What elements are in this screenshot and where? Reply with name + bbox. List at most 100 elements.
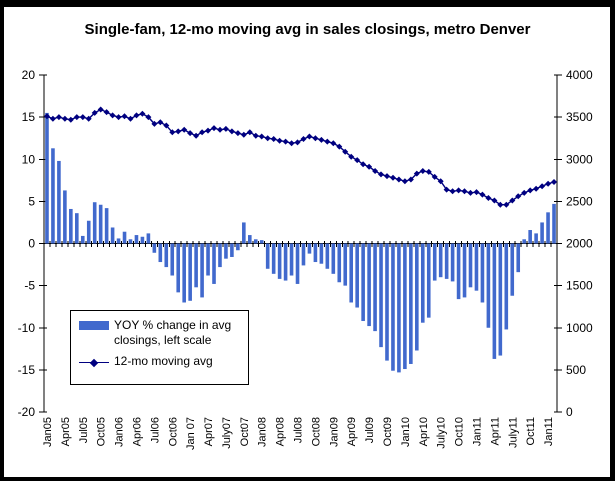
yoy-bar (289, 243, 294, 276)
yoy-bar (140, 236, 145, 244)
x-axis-tick-label: Jan08 (257, 417, 269, 447)
yoy-bar (397, 243, 401, 373)
diamond-marker (270, 136, 277, 142)
diamond-marker (199, 129, 206, 136)
diamond-marker (288, 140, 295, 147)
yoy-bar (104, 208, 109, 244)
diamond-marker (312, 135, 319, 142)
diamond-marker (419, 168, 426, 174)
yoy-bar (182, 243, 186, 303)
yoy-bar (80, 235, 85, 244)
yoy-bar (307, 243, 312, 254)
yoy-bar (498, 243, 503, 356)
yoy-bar (224, 243, 228, 259)
yoy-bar (325, 243, 330, 269)
yoy-bar (57, 160, 61, 244)
diamond-marker (336, 143, 343, 150)
diamond-marker (234, 130, 241, 137)
yoy-bar (510, 243, 515, 296)
diamond-marker (539, 183, 546, 190)
diamond-marker (73, 114, 80, 121)
yoy-bar (194, 243, 198, 288)
yoy-bar (409, 243, 413, 364)
legend-row-line: 12-mo moving avg (79, 354, 244, 369)
diamond-marker (300, 136, 307, 142)
left-axis-tick-label: -10 (18, 321, 36, 335)
yoy-bar (450, 243, 455, 282)
diamond-marker (372, 168, 379, 174)
diamond-marker (217, 126, 223, 133)
right-axis-tick-label: 3000 (566, 152, 593, 166)
yoy-bar (504, 243, 509, 330)
x-axis-tick-label: Oct07 (239, 417, 251, 446)
yoy-bar (486, 243, 491, 328)
x-axis-tick-label: Apr06 (132, 417, 144, 446)
legend-bar-label: YOY % change in avg closings, left scale (114, 318, 232, 347)
diamond-marker (175, 128, 182, 135)
yoy-bar (265, 243, 270, 269)
diamond-marker (44, 113, 50, 120)
yoy-bar (128, 239, 133, 244)
x-axis-tick-label: Oct09 (382, 417, 394, 446)
yoy-bar (331, 243, 336, 274)
x-axis-tick-label: Apr10 (418, 417, 430, 446)
bar-series-swatch (79, 321, 109, 330)
diamond-marker (187, 130, 194, 137)
diamond-marker (378, 171, 384, 178)
diamond-marker (348, 153, 355, 160)
yoy-bar (75, 213, 79, 244)
legend-row-bars: YOY % change in avg closings, left scale (79, 318, 244, 348)
diamond-marker (240, 131, 247, 138)
right-axis-tick-label: 1000 (566, 321, 593, 335)
yoy-bar (337, 243, 342, 283)
x-axis-tick-label: July07 (221, 417, 233, 449)
yoy-bar (361, 243, 365, 322)
yoy-bar (277, 243, 282, 279)
x-axis-tick-label: Apr08 (275, 417, 287, 446)
yoy-bar (122, 231, 127, 244)
diamond-marker (479, 191, 486, 198)
diamond-marker (246, 129, 253, 136)
yoy-bar (283, 243, 288, 281)
diamond-marker (461, 188, 468, 195)
yoy-bar (259, 240, 264, 244)
x-axis-tick-label: Apr09 (346, 417, 358, 446)
yoy-bar (373, 243, 377, 332)
diamond-marker (133, 112, 140, 119)
diamond-marker (407, 176, 414, 183)
diamond-marker (61, 115, 68, 122)
diamond-marker (97, 106, 104, 113)
diamond-marker (127, 115, 134, 122)
yoy-bar (206, 243, 210, 276)
legend: YOY % change in avg closings, left scale… (70, 310, 249, 385)
right-axis-tick-label: 2500 (566, 194, 593, 208)
diamond-marker (258, 133, 265, 140)
diamond-marker (473, 189, 480, 196)
left-axis-tick-label: 15 (22, 110, 36, 124)
diamond-marker (294, 139, 301, 146)
yoy-bar (474, 243, 479, 291)
yoy-bar (403, 243, 407, 370)
diamond-marker (437, 178, 444, 185)
yoy-bar (134, 235, 139, 244)
yoy-bar (468, 243, 473, 288)
diamond-marker (551, 179, 557, 185)
diamond-marker (413, 170, 420, 177)
left-axis-tick-label: 20 (22, 68, 36, 82)
left-axis-tick-label: -5 (24, 279, 35, 293)
yoy-bar (164, 243, 169, 268)
yoy-bar (546, 212, 550, 244)
yoy-bar (248, 235, 252, 244)
diamond-marker (139, 110, 146, 117)
diamond-marker (390, 174, 396, 181)
diamond-marker (276, 137, 283, 144)
x-axis-tick-label: Oct05 (96, 417, 108, 446)
yoy-bar (146, 233, 151, 244)
yoy-bar (522, 239, 526, 244)
x-axis-tick-label: Apr07 (203, 417, 215, 446)
yoy-bar (385, 243, 389, 361)
x-axis-tick-label: Jan11 (543, 417, 555, 446)
diamond-marker (509, 197, 516, 204)
